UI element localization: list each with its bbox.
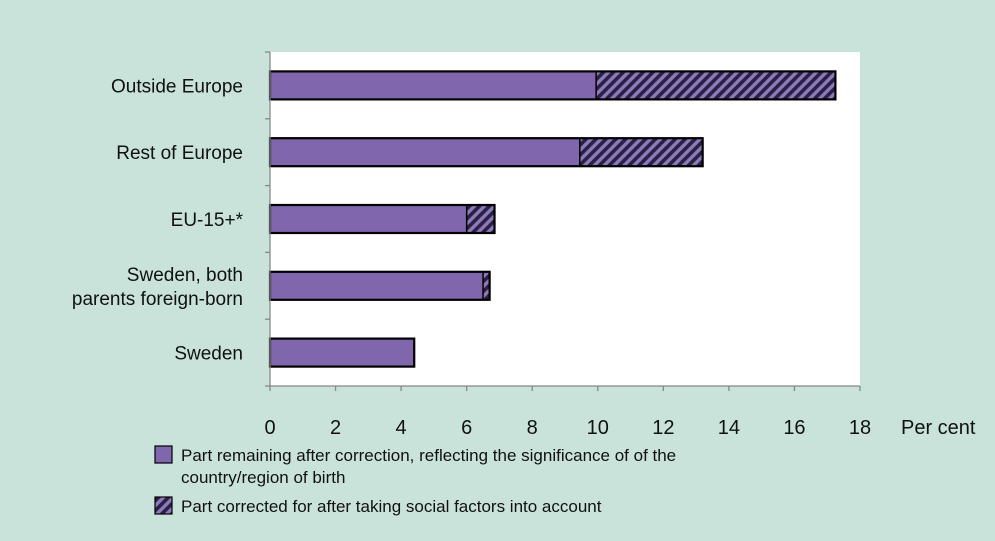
legend-label: Part corrected for after taking social f… [181,497,602,516]
x-tick-label: 12 [652,417,674,439]
x-tick-label: 18 [849,417,871,439]
bar-remaining [270,138,580,167]
category-label: Sweden, both parents foreign-born [72,265,243,310]
x-tick-label: 8 [527,417,538,439]
x-tick-label: 4 [396,417,407,439]
legend-label: Part remaining after correction, reflect… [181,446,676,487]
x-tick-label: 10 [587,417,609,439]
category-label: Outside Europe [111,76,243,97]
bar-corrected [483,271,490,300]
x-tick-label: 0 [264,417,275,439]
bar-remaining [270,71,597,100]
x-tick-label: 16 [783,417,805,439]
x-tick-label: 14 [718,417,740,439]
x-unit-label: Per cent [901,417,976,439]
bar-corrected [596,71,836,100]
legend-swatch-remaining [154,445,173,464]
category-label: Sweden [174,344,243,365]
bar-remaining [270,205,467,233]
category-label: EU-15+* [171,210,244,231]
category-label: Rest of Europe [116,143,243,164]
x-tick-label: 6 [461,417,472,439]
bar-remaining [270,338,415,367]
bar-remaining [270,271,484,300]
x-tick-label: 2 [330,417,341,439]
bar-corrected [579,138,703,167]
bar-corrected [466,205,495,233]
legend-swatch-corrected [154,496,173,515]
